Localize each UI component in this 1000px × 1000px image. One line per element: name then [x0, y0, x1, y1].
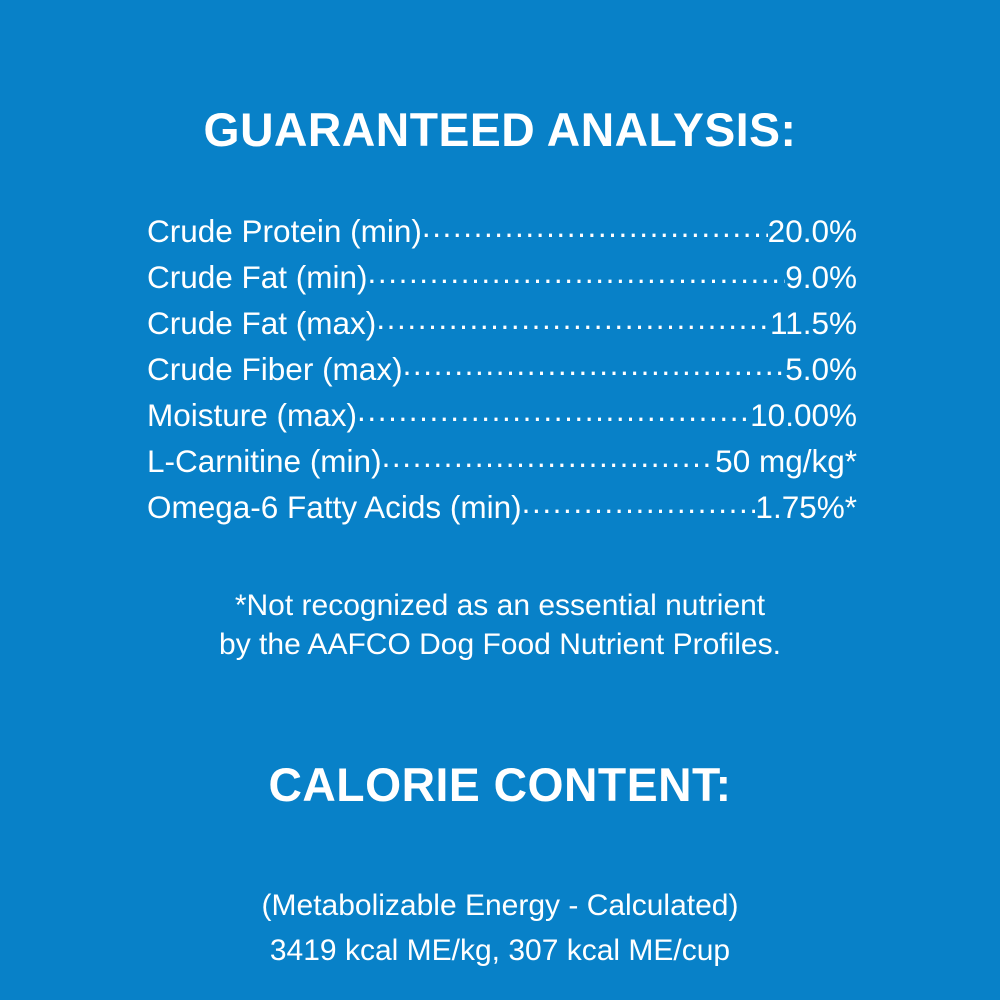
nutrient-value: 20.0%	[767, 213, 857, 249]
dot-leader	[422, 211, 768, 243]
nutrient-value: 50 mg/kg*	[715, 443, 857, 479]
analysis-row-crude-protein-min: Crude Protein (min) 20.0%	[147, 208, 857, 254]
dot-leader	[376, 303, 770, 335]
nutrient-label: L-Carnitine (min)	[147, 443, 382, 479]
analysis-row-l-carnitine-min: L-Carnitine (min) 50 mg/kg*	[147, 438, 857, 484]
nutrient-value: 11.5%	[770, 305, 857, 341]
aafco-footnote: *Not recognized as an essential nutrient…	[0, 586, 1000, 664]
guaranteed-analysis-list: Crude Protein (min) 20.0% Crude Fat (min…	[147, 208, 857, 530]
footnote-line-2: by the AAFCO Dog Food Nutrient Profiles.	[219, 628, 781, 661]
nutrient-label: Moisture (max)	[147, 397, 358, 433]
dot-leader	[522, 487, 756, 519]
analysis-row-omega-6-fatty-acids-min: Omega-6 Fatty Acids (min) 1.75%*	[147, 484, 857, 530]
calorie-content-heading: CALORIE CONTENT:	[268, 758, 732, 812]
nutrient-value: 9.0%	[785, 259, 857, 295]
nutrient-label: Crude Protein (min)	[147, 213, 422, 249]
nutrient-label: Crude Fat (max)	[147, 305, 377, 341]
nutrient-value: 5.0%	[785, 351, 857, 387]
nutrient-value: 10.00%	[750, 397, 857, 433]
footnote-line-1: *Not recognized as an essential nutrient	[234, 589, 766, 622]
calorie-content-body: (Metabolizable Energy - Calculated) 3419…	[0, 883, 1000, 973]
calorie-values-line: 3419 kcal ME/kg, 307 kcal ME/cup	[269, 934, 731, 967]
nutrient-label: Omega-6 Fatty Acids (min)	[147, 489, 522, 525]
dot-leader	[357, 395, 750, 427]
nutrient-label: Crude Fat (min)	[147, 259, 368, 295]
nutrient-label: Crude Fiber (max)	[147, 351, 403, 387]
dot-leader	[382, 441, 716, 473]
analysis-row-crude-fiber-max: Crude Fiber (max) 5.0%	[147, 346, 857, 392]
analysis-row-moisture-max: Moisture (max) 10.00%	[147, 392, 857, 438]
analysis-row-crude-fat-max: Crude Fat (max) 11.5%	[147, 300, 857, 346]
nutrient-value: 1.75%*	[755, 489, 857, 525]
analysis-row-crude-fat-min: Crude Fat (min) 9.0%	[147, 254, 857, 300]
calorie-method-line: (Metabolizable Energy - Calculated)	[261, 889, 739, 922]
dot-leader	[368, 257, 786, 289]
guaranteed-analysis-heading: GUARANTEED ANALYSIS:	[203, 103, 797, 157]
dot-leader	[403, 349, 786, 381]
